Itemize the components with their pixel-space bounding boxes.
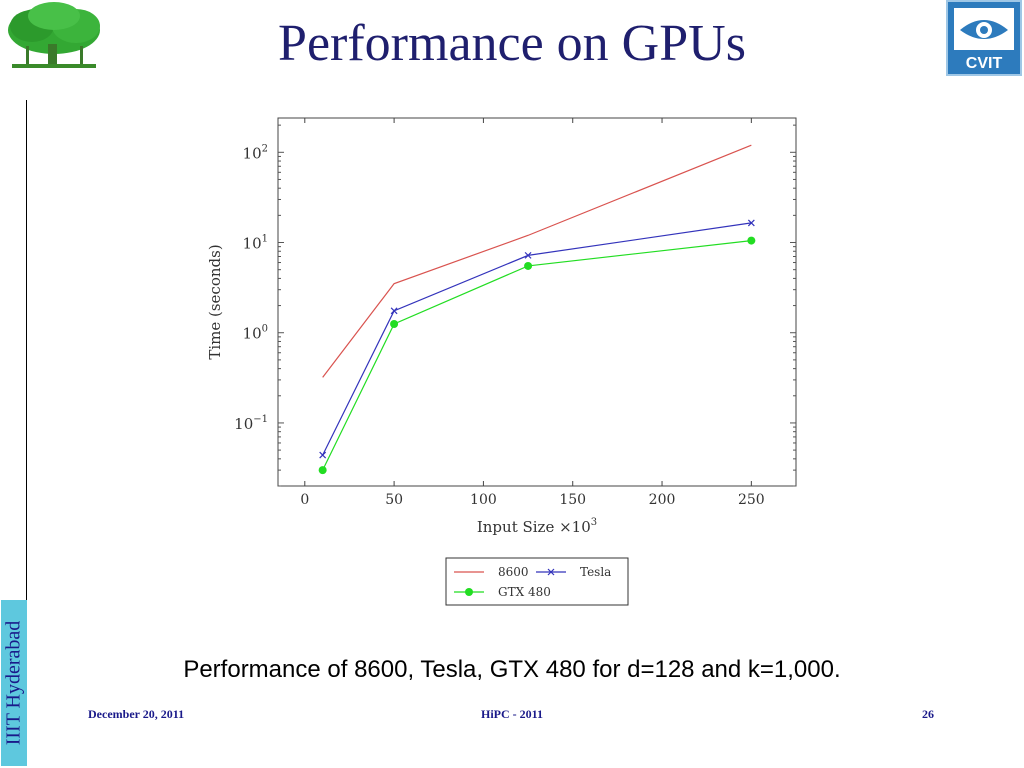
cvit-logo: CVIT (946, 0, 1022, 76)
x-tick-label: 50 (385, 492, 403, 508)
plot-frame (277, 117, 797, 487)
data-point (318, 466, 327, 475)
data-point (390, 319, 399, 328)
x-axis-label: Input Size ×103 (477, 517, 597, 536)
y-tick-label: 101 (243, 234, 268, 253)
series-line (322, 144, 752, 378)
legend: 8600 Tesla GTX 480 (445, 557, 629, 606)
x-tick-label: 0 (300, 492, 309, 508)
data-point (747, 219, 755, 227)
legend-marker (465, 588, 473, 596)
series-gtx-480 (318, 236, 756, 475)
footer-date: December 20, 2011 (88, 707, 185, 721)
tree-logo (8, 2, 100, 68)
series-tesla (319, 219, 755, 459)
y-tick-label: 102 (243, 143, 268, 162)
eye-icon: CVIT (954, 8, 1014, 72)
y-tick-label: 10−1 (234, 414, 268, 433)
x-tick-label: 250 (738, 492, 765, 508)
performance-chart: 0 50 100 150 200 250 10−1 100 101 102 Input Size ×… (206, 117, 797, 606)
legend-label: GTX 480 (498, 585, 551, 599)
data-point (524, 261, 533, 270)
data-point (390, 307, 398, 315)
side-band (1, 600, 27, 766)
y-axis-label: Time (seconds) (206, 244, 224, 359)
series-8600 (322, 144, 752, 378)
data-point (319, 451, 327, 459)
x-tick-label: 150 (559, 492, 586, 508)
legend-label: 8600 (498, 565, 529, 579)
x-tick-label: 200 (649, 492, 676, 508)
legend-box (445, 557, 629, 606)
left-divider (26, 100, 27, 600)
footer-page-number: 26 (922, 707, 934, 721)
cvit-logo-text: CVIT (966, 55, 1003, 72)
y-tick-label: 100 (243, 324, 268, 343)
legend-marker (547, 568, 555, 576)
data-point (524, 251, 532, 259)
legend-item: Tesla (536, 565, 611, 579)
series-line (322, 240, 752, 471)
legend-item: 8600 (454, 565, 529, 579)
x-tick-label: 100 (470, 492, 497, 508)
data-point (747, 236, 756, 245)
footer-event: HiPC - 2011 (481, 707, 543, 721)
series-line (322, 222, 752, 456)
slide-caption: Performance of 8600, Tesla, GTX 480 for … (183, 656, 841, 683)
legend-label: Tesla (580, 565, 611, 579)
slide-title: Performance on GPUs (278, 15, 746, 72)
legend-item: GTX 480 (454, 585, 551, 599)
